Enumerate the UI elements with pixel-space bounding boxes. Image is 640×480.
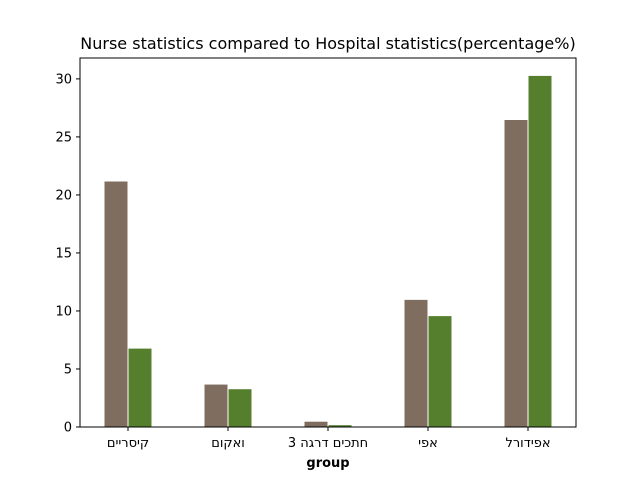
plot-frame xyxy=(79,57,577,428)
y-tick-label: 0 xyxy=(64,421,72,436)
bar-series-2-4 xyxy=(427,315,453,428)
y-tick-label: 20 xyxy=(55,188,72,203)
x-tick-label: אפידורל xyxy=(505,436,550,451)
bar-series-1-2 xyxy=(203,383,229,428)
x-tick-label: אפי xyxy=(418,436,438,451)
bar-series-2-2 xyxy=(227,388,253,428)
y-tick-label: 30 xyxy=(55,72,72,87)
bar-series-1-5 xyxy=(503,119,529,428)
bars-layer xyxy=(103,74,553,428)
x-axis-ticks: קיסריים ואקום חתכים דרגה 3 אפי אפידורל xyxy=(107,427,551,451)
x-tick-label: קיסריים xyxy=(107,436,149,451)
bar-series-2-5 xyxy=(527,74,553,428)
x-tick-label: חתכים דרגה 3 xyxy=(288,436,368,451)
y-tick-label: 5 xyxy=(64,362,72,377)
bar-series-2-1 xyxy=(127,347,153,428)
y-tick-label: 10 xyxy=(55,304,72,319)
y-tick-label: 15 xyxy=(55,246,72,261)
chart-title: Nurse statistics compared to Hospital st… xyxy=(80,34,575,53)
x-axis-label: group xyxy=(306,456,349,471)
y-tick-label: 25 xyxy=(55,130,72,145)
bar-series-1-4 xyxy=(403,298,429,428)
bar-series-1-3 xyxy=(303,420,329,428)
bar-series-1-1 xyxy=(103,180,129,428)
y-axis-ticks: 0 5 10 15 20 25 30 xyxy=(55,72,80,436)
x-tick-label: ואקום xyxy=(211,436,245,451)
